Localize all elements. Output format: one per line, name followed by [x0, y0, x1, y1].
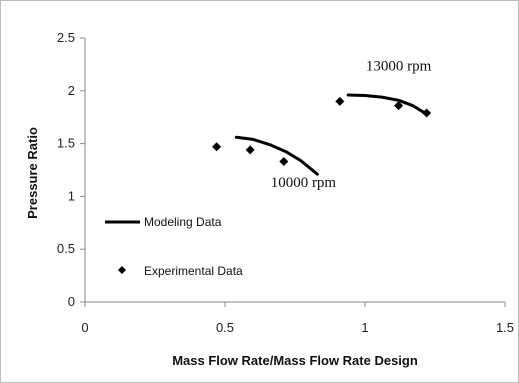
legend: Modeling Data Experimental Data — [105, 215, 243, 278]
y-tick-label: 1 — [68, 188, 75, 203]
rpm-annotation-2: 13000 rpm — [366, 59, 432, 75]
y-tick-label: 2 — [68, 83, 75, 98]
y-tick-labels: 0 0.5 1 1.5 2 2.5 — [57, 30, 85, 309]
y-tick-label: 0.5 — [57, 241, 75, 256]
axes — [84, 38, 505, 303]
legend-diamond-swatch — [118, 266, 126, 274]
modeling-data-series — [234, 93, 429, 176]
experimental-point — [212, 142, 222, 152]
y-tick-label: 0 — [68, 294, 75, 309]
y-axis-title: Pressure Ratio — [25, 127, 40, 219]
x-tick-label: 1 — [361, 320, 368, 335]
y-tick-label: 1.5 — [57, 136, 75, 151]
experimental-point — [422, 108, 432, 118]
legend-label-experimental: Experimental Data — [144, 264, 243, 278]
annotations: 10000 rpm 13000 rpm — [271, 59, 432, 191]
legend-label-modeling: Modeling Data — [144, 215, 222, 229]
experimental-point — [245, 145, 255, 155]
modeling-curve-1 — [234, 135, 319, 176]
x-tick-label: 0 — [81, 320, 88, 335]
experimental-point — [335, 96, 345, 106]
x-tick-labels: 0 0.5 1 1.5 — [81, 302, 514, 335]
modeling-curve-2 — [346, 93, 429, 116]
experimental-data-series — [212, 96, 432, 167]
x-tick-label: 0.5 — [216, 320, 234, 335]
x-axis-title: Mass Flow Rate/Mass Flow Rate Design — [172, 353, 418, 368]
x-tick-label: 1.5 — [496, 320, 514, 335]
y-tick-label: 2.5 — [57, 30, 75, 45]
experimental-point — [279, 157, 289, 167]
experimental-point — [394, 101, 404, 111]
rpm-annotation-1: 10000 rpm — [271, 175, 337, 191]
